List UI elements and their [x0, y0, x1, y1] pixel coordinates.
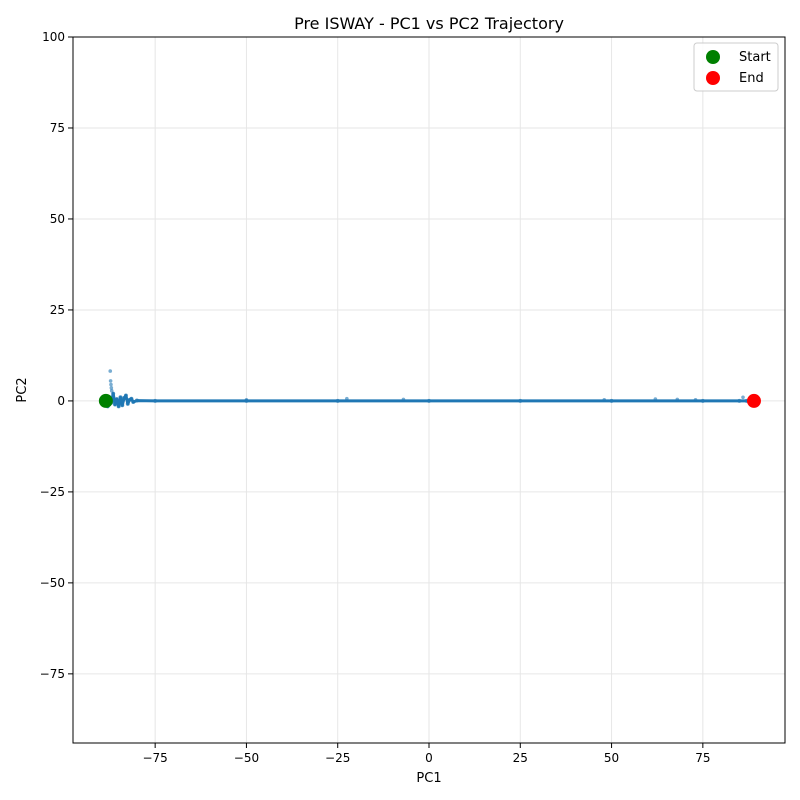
trajectory-point [737, 398, 742, 403]
scatter-point [741, 395, 745, 400]
y-tick-label: 50 [50, 212, 65, 226]
trajectory-point [111, 391, 116, 396]
y-tick-label: 75 [50, 121, 65, 135]
end-marker [746, 393, 761, 408]
axis-ticks: −75 −50 −25 0 25 50 75 −75 −50 −25 0 25 50 75 100 [40, 30, 711, 765]
x-tick-label: −25 [325, 751, 350, 765]
y-tick-label: −50 [40, 576, 65, 590]
trajectory-point [518, 398, 523, 403]
y-tick-label: 100 [42, 30, 65, 44]
start-marker [98, 393, 113, 408]
chart-title: Pre ISWAY - PC1 vs PC2 Trajectory [294, 14, 564, 33]
trajectory-point [125, 401, 130, 406]
trajectory-point [112, 402, 117, 407]
legend-end-label: End [739, 71, 764, 86]
y-tick-label: −75 [40, 667, 65, 681]
scatter-point [602, 398, 607, 402]
trajectory-point [120, 403, 125, 408]
trajectory-point [153, 398, 158, 403]
trajectory-point [700, 398, 705, 403]
trajectory-point [427, 398, 431, 403]
scatter-point [109, 386, 114, 390]
x-tick-label: 25 [513, 751, 528, 765]
scatter-point [109, 382, 113, 387]
y-tick-label: −25 [40, 485, 65, 499]
legend: Start End [693, 42, 779, 92]
x-tick-label: −50 [234, 751, 259, 765]
scatter-point [108, 369, 113, 373]
y-tick-label: 0 [57, 394, 65, 408]
trajectory-point [116, 404, 121, 409]
scatter-point [653, 397, 658, 401]
y-axis-label: PC2 [15, 377, 30, 402]
trajectory-point [131, 400, 136, 405]
scatter-point [401, 397, 406, 402]
y-tick-label: 25 [50, 303, 65, 317]
plot-data [98, 369, 761, 409]
trajectory-point [335, 398, 340, 403]
legend-end-marker [706, 71, 720, 85]
scatter-point [108, 379, 113, 383]
legend-start-marker [706, 50, 720, 64]
trajectory-point [609, 398, 614, 403]
x-tick-label: 0 [425, 751, 433, 765]
scatter-point [693, 398, 698, 402]
legend-start-label: Start [739, 50, 771, 65]
scatter-point [675, 397, 680, 402]
scatter-point [109, 388, 114, 393]
trajectory-point [134, 398, 139, 403]
x-axis-label: PC1 [416, 771, 441, 786]
x-tick-label: 75 [695, 751, 710, 765]
trajectory-point [123, 393, 128, 398]
scatter-point [345, 396, 349, 401]
trajectory-point [129, 396, 134, 401]
x-tick-label: 50 [604, 751, 619, 765]
trajectory-point [118, 395, 123, 400]
scatter-point [244, 398, 249, 402]
trajectory-point [114, 397, 119, 402]
x-tick-label: −75 [142, 751, 167, 765]
